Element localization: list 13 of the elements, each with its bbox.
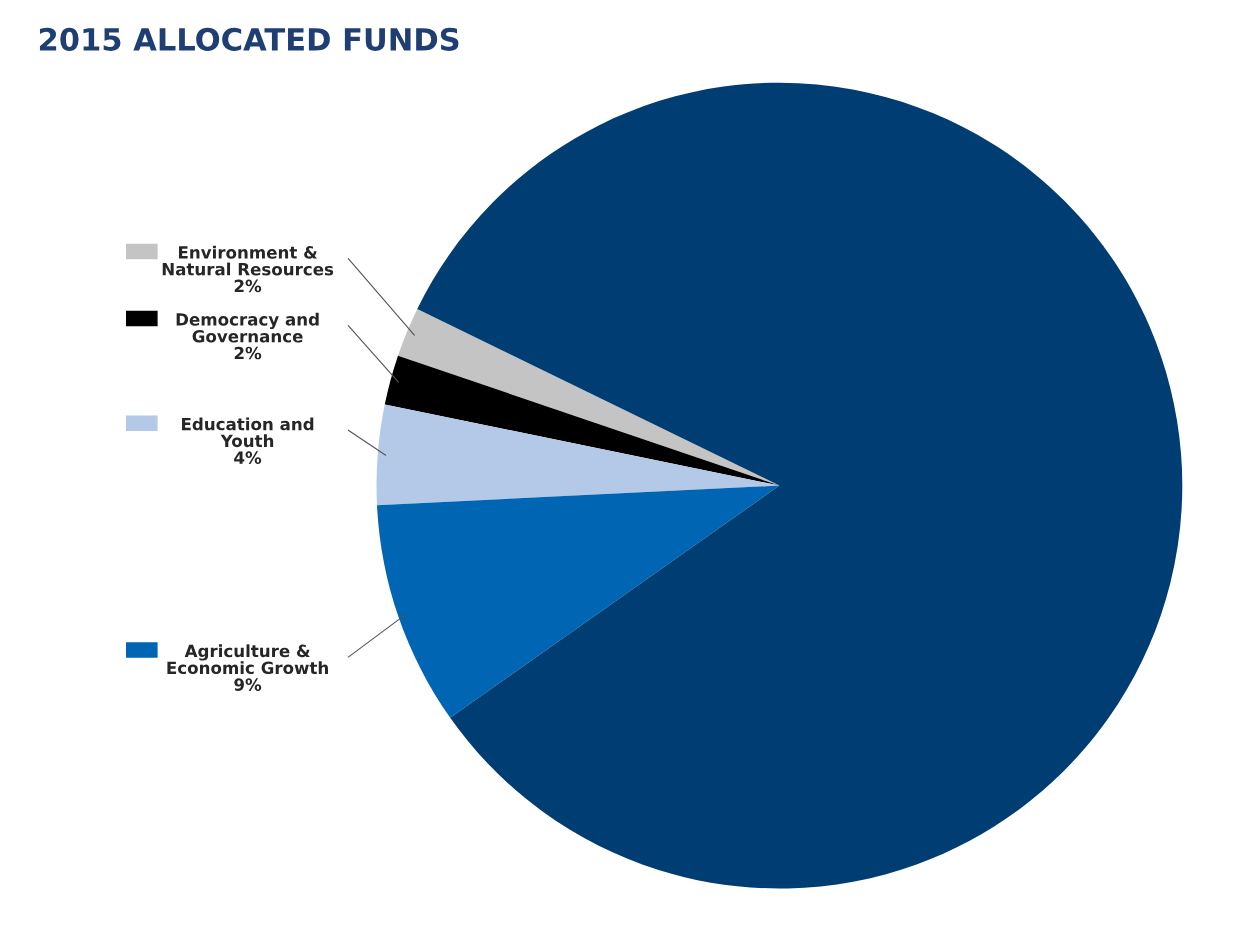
legend-label: Democracy and Governance bbox=[176, 312, 319, 343]
data-label: 9% bbox=[234, 678, 262, 691]
data-label: 2% bbox=[234, 279, 262, 293]
legend-label: Environment & Natural Resources bbox=[162, 245, 334, 276]
legend-label: Agriculture & Economic Growth bbox=[167, 644, 328, 675]
pie-slice bbox=[376, 404, 780, 506]
data-label: 4% bbox=[234, 451, 262, 464]
data-label: 2% bbox=[234, 346, 262, 360]
pie-slice bbox=[398, 308, 780, 486]
chart-title: 2015 ALLOCATED FUNDS bbox=[39, 27, 459, 51]
legend-label: Education and Youth bbox=[182, 417, 314, 448]
pie-slice bbox=[376, 485, 780, 718]
pie-slice bbox=[417, 82, 1183, 889]
